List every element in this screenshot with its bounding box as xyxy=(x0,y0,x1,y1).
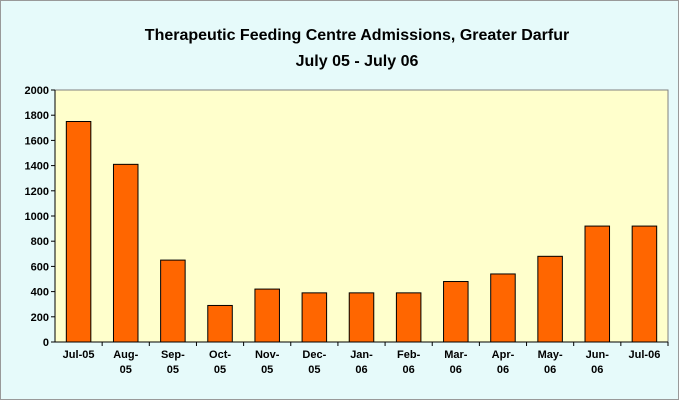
x-tick-label: Aug-05 xyxy=(113,349,138,376)
bar xyxy=(490,273,516,343)
bar xyxy=(443,281,469,343)
x-tick-label: Sep-05 xyxy=(161,349,185,376)
y-tick-label: 1200 xyxy=(25,186,49,198)
x-tick-label: Oct-05 xyxy=(209,349,231,376)
x-tick-label: Feb-06 xyxy=(397,349,421,376)
bar xyxy=(254,288,280,343)
x-tick-label: Nov-05 xyxy=(255,349,280,376)
y-tick-label: 200 xyxy=(31,312,49,324)
x-tick-label: May-06 xyxy=(538,349,563,376)
y-tick-label: 1400 xyxy=(25,161,49,173)
chart-subtitle: July 05 - July 06 xyxy=(296,53,419,70)
bar xyxy=(537,255,563,343)
y-tick-label: 800 xyxy=(31,236,49,248)
bar xyxy=(65,121,92,343)
x-tick-label: Dec-05 xyxy=(302,349,326,376)
bar xyxy=(301,292,328,343)
x-tick-label: Mar-06 xyxy=(444,349,468,376)
y-tick-label: 600 xyxy=(31,261,49,273)
x-tick-label: Jun-06 xyxy=(586,349,610,376)
bar xyxy=(631,225,658,343)
bar xyxy=(395,292,422,343)
bar xyxy=(348,292,375,343)
x-tick-label: Jul-06 xyxy=(629,349,661,361)
x-tick-label: Jan-06 xyxy=(350,349,373,376)
bar xyxy=(207,304,233,343)
y-tick-label: 2000 xyxy=(25,85,49,97)
chart-title: Therapeutic Feeding Centre Admissions, G… xyxy=(145,27,569,44)
bar xyxy=(160,259,186,343)
y-tick-label: 400 xyxy=(31,287,49,299)
y-tick-label: 0 xyxy=(43,337,49,349)
x-tick-label: Jul-05 xyxy=(63,349,95,361)
bar xyxy=(584,225,611,343)
y-tick-label: 1000 xyxy=(25,211,49,223)
x-tick-label: Apr-06 xyxy=(492,349,515,376)
y-tick-label: 1600 xyxy=(25,135,49,147)
y-tick-label: 1800 xyxy=(25,110,49,122)
bar xyxy=(112,163,139,343)
